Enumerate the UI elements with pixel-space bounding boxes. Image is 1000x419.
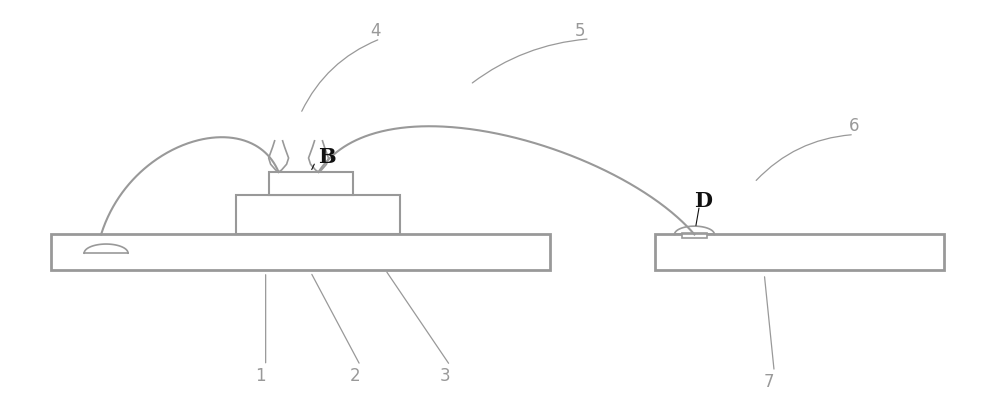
Text: D: D (694, 191, 712, 211)
Text: 2: 2 (350, 367, 361, 385)
Text: 7: 7 (764, 373, 774, 391)
Text: 5: 5 (575, 21, 585, 39)
Text: 3: 3 (440, 367, 450, 385)
Bar (236, 195, 400, 235)
Bar (682, 233, 707, 238)
Text: 1: 1 (255, 367, 266, 385)
Bar (655, 235, 944, 270)
Text: 6: 6 (849, 117, 859, 135)
Bar (51, 235, 550, 270)
Text: 4: 4 (370, 21, 381, 39)
Text: B: B (319, 147, 336, 168)
Bar (269, 172, 353, 195)
